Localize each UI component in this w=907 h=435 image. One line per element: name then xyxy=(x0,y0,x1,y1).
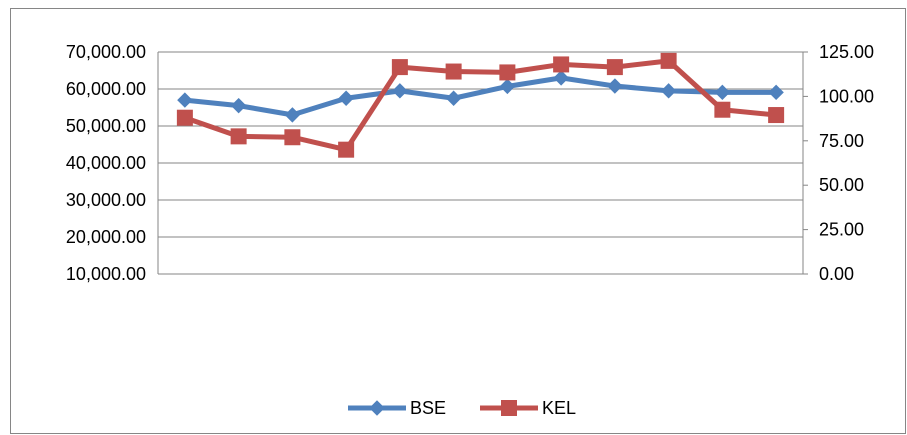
right-y-tick-label: 25.00 xyxy=(819,220,864,240)
right-y-tick-label: 50.00 xyxy=(819,175,864,195)
left-axis-tick-labels: 70,000.00 60,000.00 50,000.00 40,000.00 30,0… xyxy=(66,42,146,284)
data-point-bse xyxy=(499,78,516,95)
data-point-kel xyxy=(338,141,355,158)
data-point-bse xyxy=(338,90,354,106)
series-kel xyxy=(176,52,785,158)
legend-marker-bse xyxy=(369,400,385,416)
data-point-kel xyxy=(176,109,193,126)
legend-item-bse: BSE xyxy=(348,398,446,418)
data-point-kel xyxy=(284,129,301,146)
data-point-kel xyxy=(553,56,570,73)
axes xyxy=(157,51,808,275)
right-y-tick-label: 75.00 xyxy=(819,131,864,151)
right-y-tick-label: 0.00 xyxy=(819,264,854,284)
data-point-bse xyxy=(714,84,731,101)
data-point-bse xyxy=(768,84,784,101)
data-point-bse xyxy=(284,107,301,123)
left-y-tick-label: 10,000.00 xyxy=(66,264,146,284)
data-point-bse xyxy=(230,97,247,114)
data-point-kel xyxy=(660,52,677,69)
left-y-tick-label: 20,000.00 xyxy=(66,227,146,247)
plot-series xyxy=(176,52,785,158)
data-point-bse xyxy=(392,83,408,99)
data-point-bse xyxy=(177,92,193,108)
data-point-bse xyxy=(553,70,569,86)
legend-marker-kel xyxy=(501,400,517,416)
series-bse xyxy=(177,70,784,123)
right-axis-tick-labels: 125.00 100.00 75.00 50.00 25.00 0.00 xyxy=(819,42,874,284)
left-y-tick-label: 30,000.00 xyxy=(66,190,146,210)
data-point-kel xyxy=(391,59,408,76)
data-point-kel xyxy=(714,101,731,118)
data-point-kel xyxy=(606,59,623,76)
right-y-tick-label: 125.00 xyxy=(819,42,874,62)
series-line-bse xyxy=(184,75,777,118)
legend: BSE KEL xyxy=(348,398,576,418)
data-point-kel xyxy=(768,107,785,124)
series-line-kel xyxy=(184,58,777,153)
data-point-kel xyxy=(499,64,516,81)
left-y-tick-label: 50,000.00 xyxy=(66,116,146,136)
legend-label-bse: BSE xyxy=(410,398,446,418)
legend-label-kel: KEL xyxy=(542,398,576,418)
left-y-tick-label: 40,000.00 xyxy=(66,153,146,173)
data-point-kel xyxy=(230,128,247,145)
right-y-tick-label: 100.00 xyxy=(819,86,874,106)
left-y-tick-label: 70,000.00 xyxy=(66,42,146,62)
data-point-bse xyxy=(607,78,623,94)
left-y-tick-label: 60,000.00 xyxy=(66,79,146,99)
gridlines xyxy=(158,51,803,275)
legend-item-kel: KEL xyxy=(480,398,576,418)
data-point-bse xyxy=(660,83,677,99)
data-point-bse xyxy=(445,90,462,106)
data-point-kel xyxy=(445,63,462,80)
